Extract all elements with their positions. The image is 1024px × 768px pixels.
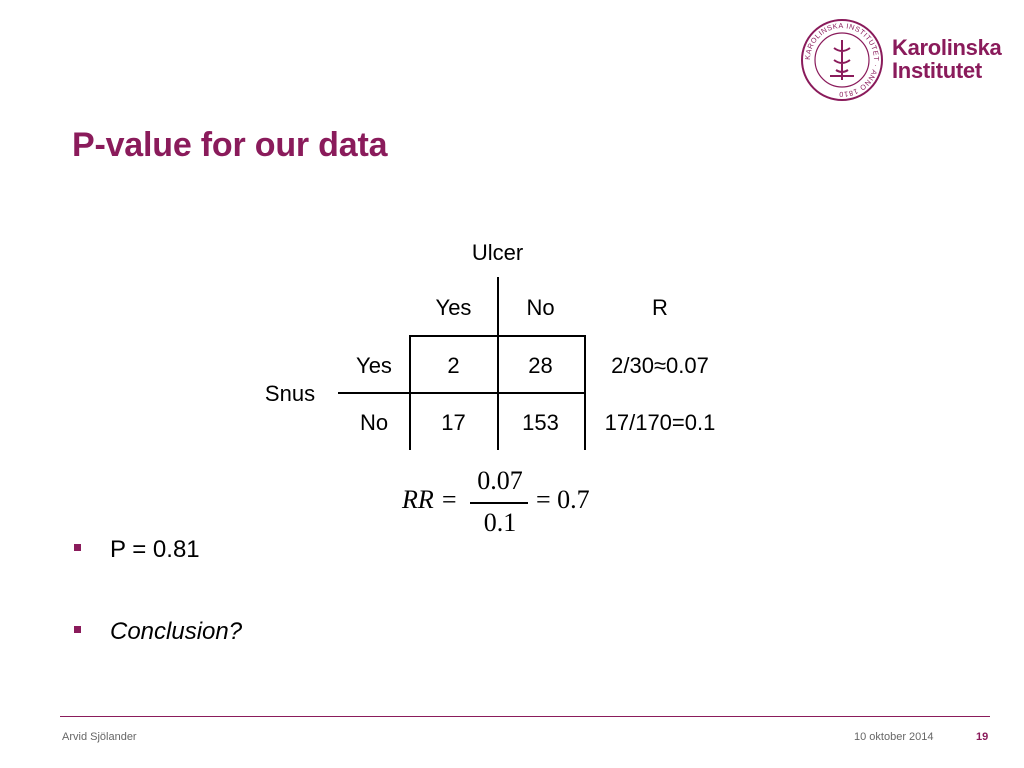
risk-no: 17/170=0.1 (604, 410, 716, 435)
logo-wordmark: Karolinska Institutet (892, 36, 1002, 82)
footer-date: 10 oktober 2014 (854, 731, 934, 743)
risk-yes: 2/30≈0.07 (611, 353, 709, 378)
bullet-conclusion: Conclusion? (70, 614, 242, 654)
cell-yes-yes: 2 (447, 353, 460, 378)
grid-line (497, 277, 499, 335)
formula-lhs: RR = (402, 485, 458, 514)
square-bullet-icon (74, 544, 81, 551)
cell-yes-no: 28 (528, 353, 553, 378)
col-header-r: R (652, 295, 668, 320)
logo-line-1: Karolinska (892, 35, 1002, 60)
contingency-table: Ulcer Yes No R Snus Yes 2 28 2/30≈0.07 N… (264, 240, 716, 450)
bullet-list: P = 0.81 Conclusion? (70, 532, 242, 696)
slide-title: P-value for our data (72, 126, 388, 164)
col-header-no: No (526, 295, 555, 320)
row-label-no: No (359, 410, 389, 435)
grid-line (338, 392, 585, 394)
outcome-label: Ulcer (471, 240, 524, 265)
formula-rhs: = 0.7 (536, 485, 590, 514)
footer-author: Arvid Sjölander (62, 731, 137, 743)
exposure-label: Snus (264, 381, 316, 406)
page-number: 19 (976, 731, 989, 743)
seal-icon: KAROLINSKA INSTITUTET · ANNO 1810 (801, 19, 883, 101)
cell-no-no: 153 (522, 410, 559, 435)
bullet-text: Conclusion? (110, 618, 243, 645)
formula-denominator: 0.1 (483, 508, 517, 537)
bullet-text: P = 0.81 (110, 536, 200, 563)
fraction-bar (470, 502, 528, 504)
cell-no-yes: 17 (441, 410, 466, 435)
bullet-p-value: P = 0.81 (70, 532, 242, 572)
grid-line (409, 335, 585, 337)
square-bullet-icon (74, 626, 81, 633)
col-header-yes: Yes (435, 295, 472, 320)
karolinska-logo: KAROLINSKA INSTITUTET · ANNO 1810 Karoli… (800, 18, 1002, 102)
formula-numerator: 0.07 (477, 466, 523, 495)
row-label-yes: Yes (356, 353, 392, 378)
logo-line-2: Institutet (892, 58, 982, 83)
footer-divider (60, 716, 990, 717)
